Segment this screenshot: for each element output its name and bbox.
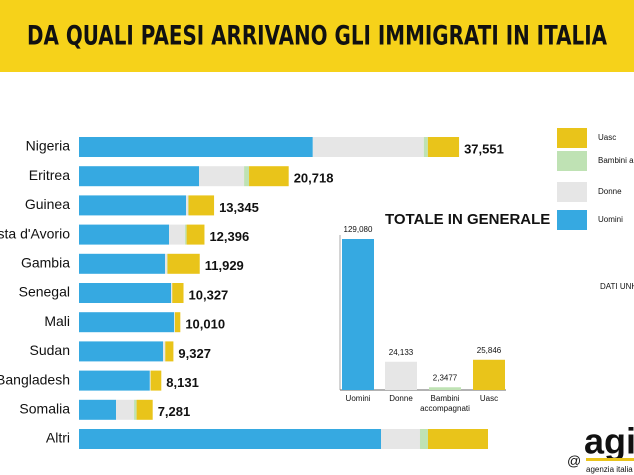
value-label: 2,3477 bbox=[433, 373, 458, 382]
total-label: 10,010 bbox=[185, 317, 225, 332]
bar-segment bbox=[79, 370, 150, 391]
bar-segment bbox=[79, 283, 172, 303]
bar-segment bbox=[165, 341, 174, 362]
total-label: 10,327 bbox=[189, 287, 229, 302]
total-label: 37,551 bbox=[464, 141, 504, 156]
value-label: 24,133 bbox=[389, 348, 414, 357]
value-label: 129,080 bbox=[344, 225, 373, 234]
bar-segment bbox=[79, 166, 200, 187]
bar-segment bbox=[167, 253, 168, 274]
category-label: Eritrea bbox=[29, 167, 70, 183]
bar-segment bbox=[427, 429, 488, 449]
category-label: Altri bbox=[46, 430, 70, 446]
bar-segment bbox=[171, 283, 173, 303]
total-label: 13,345 bbox=[219, 200, 259, 215]
category-label: Gambia bbox=[21, 255, 70, 271]
category-label: Donne bbox=[389, 394, 413, 403]
bar bbox=[342, 239, 374, 390]
legend-label: Uasc bbox=[598, 133, 616, 142]
bar-segment bbox=[169, 224, 186, 245]
bar-segment bbox=[79, 312, 175, 333]
bar-segment bbox=[79, 399, 117, 420]
category-label: Senegal bbox=[19, 284, 70, 300]
bar-segment bbox=[244, 166, 250, 187]
category-label: Costa d'Avorio bbox=[0, 225, 70, 241]
bar-segment bbox=[188, 195, 215, 216]
bar-segment bbox=[423, 137, 428, 157]
logo-stripe bbox=[586, 458, 634, 461]
legend-label: Uomini bbox=[598, 215, 623, 224]
total-label: 12,396 bbox=[209, 229, 249, 244]
bar-segment bbox=[199, 166, 245, 187]
total-label: 9,327 bbox=[178, 346, 211, 361]
bar-segment bbox=[79, 341, 164, 362]
bar-segment bbox=[312, 137, 424, 157]
category-label: Nigeria bbox=[26, 138, 71, 154]
bar-segment bbox=[174, 312, 181, 333]
legend-swatch bbox=[557, 182, 587, 202]
legend-swatch bbox=[557, 128, 587, 148]
legend-swatch bbox=[557, 210, 587, 230]
total-label: 11,929 bbox=[205, 258, 244, 273]
total-label: 7,281 bbox=[158, 404, 191, 419]
total-label: 8,131 bbox=[166, 375, 199, 390]
bar-segment bbox=[149, 370, 151, 391]
bar-segment bbox=[165, 253, 168, 274]
category-label: Guinea bbox=[25, 196, 70, 212]
category-label: Somalia bbox=[19, 401, 70, 417]
bar bbox=[429, 387, 461, 390]
logo-tagline: agenzia italia bbox=[586, 465, 633, 474]
bar-segment bbox=[150, 370, 162, 391]
bar-segment bbox=[79, 137, 313, 157]
category-label: Uomini bbox=[346, 394, 371, 403]
legend-label: Donne bbox=[598, 187, 622, 196]
bar-segment bbox=[419, 429, 428, 449]
bar bbox=[385, 361, 417, 390]
total-label: 20,718 bbox=[294, 171, 334, 186]
bar-segment bbox=[136, 399, 153, 420]
category-label: Mali bbox=[44, 313, 70, 329]
bar-segment bbox=[134, 399, 137, 420]
bar-segment bbox=[427, 137, 460, 157]
bar-segment bbox=[186, 224, 205, 245]
title-band bbox=[0, 0, 634, 72]
bar-segment bbox=[167, 253, 200, 274]
bar-segment bbox=[174, 312, 175, 333]
logo-symbol: @ bbox=[567, 453, 581, 469]
legend-label: Bambini accompagnati bbox=[598, 156, 634, 165]
bar-segment bbox=[79, 429, 382, 449]
source: DATI UNHCR bbox=[600, 282, 634, 291]
bar-segment bbox=[249, 166, 289, 187]
category-label: Uasc bbox=[480, 394, 498, 403]
bar bbox=[473, 359, 505, 390]
bar-segment bbox=[163, 341, 166, 362]
bar-segment bbox=[185, 224, 187, 245]
subchart-title: TOTALE IN GENERALE bbox=[385, 211, 550, 228]
bar-segment bbox=[79, 253, 166, 274]
bar-segment bbox=[188, 195, 189, 216]
category-label: Sudan bbox=[30, 342, 70, 358]
bar-segment bbox=[172, 283, 184, 303]
bar-segment bbox=[79, 224, 170, 245]
bar-segment bbox=[186, 195, 189, 216]
bar-segment bbox=[116, 399, 135, 420]
title: DA QUALI PAESI ARRIVANO GLI IMMIGRATI IN… bbox=[27, 21, 607, 52]
value-label: 25,846 bbox=[477, 346, 502, 355]
logo-name: agi bbox=[584, 421, 634, 462]
bar-segment bbox=[381, 429, 420, 449]
legend-swatch bbox=[557, 151, 587, 171]
category-label: Bangladesh bbox=[0, 371, 70, 387]
bar-segment bbox=[79, 195, 187, 216]
category-label: Bambini accompagnati bbox=[420, 394, 470, 413]
